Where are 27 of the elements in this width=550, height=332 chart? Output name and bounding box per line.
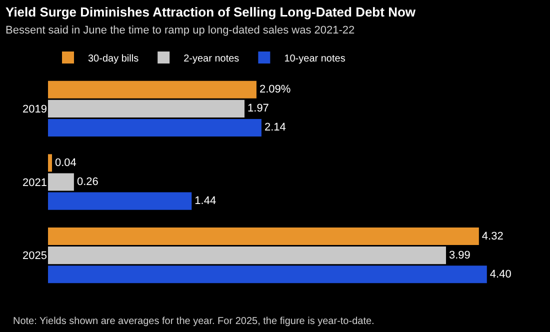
- bar: [48, 228, 479, 246]
- y-tick-label: 2021: [22, 176, 47, 189]
- data-label: 0.26: [76, 176, 98, 188]
- bar: [48, 154, 52, 172]
- bar: [48, 173, 74, 191]
- data-label: 1.44: [194, 195, 216, 208]
- y-tick-label: 2019: [22, 104, 47, 116]
- chart-subtitle: Bessent said in June the time to ramp up long-dated sales was 2021-22: [6, 24, 355, 36]
- bar: [48, 266, 487, 284]
- legend-label: 30-day bills: [88, 53, 139, 64]
- data-label: 4.32: [482, 230, 504, 242]
- data-label: 4.40: [490, 268, 512, 280]
- bar: [48, 118, 262, 136]
- text: Note: Yields shown are averages for the year. For 2025, the figure is year-to-date.: [13, 316, 374, 327]
- y-tick-label: 2025: [22, 250, 47, 262]
- data-label: 0.04: [54, 156, 76, 169]
- data-label: 3.99: [449, 249, 470, 262]
- data-label: 2.09%: [259, 84, 291, 96]
- bar: [48, 100, 245, 118]
- legend-label: 10-year notes: [284, 53, 346, 64]
- chart-title: Yield Surge Diminishes Attraction of Selling Long-Dated Debt Now: [6, 4, 416, 20]
- bar: [48, 80, 256, 98]
- bar: [48, 192, 192, 210]
- bar: [48, 246, 446, 264]
- data-label: 1.97: [248, 102, 269, 115]
- data-label: 2.14: [264, 122, 286, 134]
- legend-label: 2-year notes: [184, 53, 240, 64]
